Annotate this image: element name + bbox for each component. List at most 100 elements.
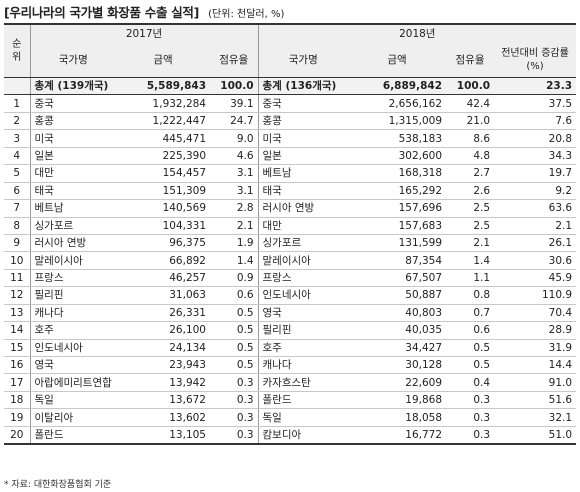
growth-cell: 32.1 <box>494 408 577 427</box>
amount-2018-cell: 157,683 <box>348 217 447 235</box>
share-2017-cell: 4.6 <box>210 147 259 166</box>
table-row: 14 호주 26,100 0.5 필리핀 40,035 0.6 28.9 <box>4 321 577 340</box>
rank-cell: 13 <box>4 304 31 323</box>
share-2017-cell: 24.7 <box>210 112 259 131</box>
share-2018-cell: 2.1 <box>446 234 495 253</box>
country-2017-cell: 영국 <box>30 356 116 375</box>
country-2017-cell: 중국 <box>30 94 116 113</box>
share-2017-cell: 9.0 <box>210 129 259 148</box>
share-2017-cell: 1.9 <box>210 234 259 253</box>
amount-2017-cell: 104,331 <box>116 217 210 235</box>
table-row: 11 프랑스 46,257 0.9 프랑스 67,507 1.1 45.9 <box>4 269 577 288</box>
amount-2018-cell: 157,696 <box>348 199 447 218</box>
country-2018-cell: 태국 <box>258 182 349 201</box>
country-2018-cell: 말레이시아 <box>258 251 349 270</box>
share-2018-cell: 0.3 <box>446 391 495 410</box>
amount-2017-cell: 151,309 <box>116 182 210 201</box>
amount-2018-cell: 19,868 <box>348 391 447 410</box>
rank-cell: 5 <box>4 164 31 183</box>
share-2017-cell: 3.1 <box>210 164 259 183</box>
growth-cell: 45.9 <box>494 269 577 288</box>
table-row: 16 영국 23,943 0.5 캐나다 30,128 0.5 14.4 <box>4 356 577 375</box>
amount-2018-cell: 131,599 <box>348 234 447 253</box>
country-2018-cell: 인도네시아 <box>258 286 349 305</box>
country-2017-cell: 대만 <box>30 164 116 183</box>
growth-cell: 7.6 <box>494 112 577 131</box>
table-row: 9 러시아 연방 96,375 1.9 싱가포르 131,599 2.1 26.1 <box>4 234 577 253</box>
amount-2018-cell: 18,058 <box>348 408 447 427</box>
rank-cell: 2 <box>4 112 31 131</box>
share-header-2018: 점유율 <box>446 43 495 78</box>
total-growth: 23.3 <box>494 77 577 96</box>
table-row: 6 태국 151,309 3.1 태국 165,292 2.6 9.2 <box>4 182 577 201</box>
amount-2017-cell: 445,471 <box>116 129 210 148</box>
amount-2017-cell: 1,222,447 <box>116 112 210 131</box>
rank-cell: 16 <box>4 356 31 375</box>
amount-2018-cell: 302,600 <box>348 147 447 166</box>
amount-2018-cell: 40,035 <box>348 321 447 340</box>
share-2018-cell: 42.4 <box>446 94 495 113</box>
table-row: 15 인도네시아 24,134 0.5 호주 34,427 0.5 31.9 <box>4 339 577 358</box>
rank-cell: 11 <box>4 269 31 288</box>
share-2018-cell: 4.8 <box>446 147 495 166</box>
rank-header: 순위 <box>4 23 31 78</box>
total-amount-2017: 5,589,843 <box>116 77 210 96</box>
amount-2018-cell: 538,183 <box>348 129 447 148</box>
share-2017-cell: 2.8 <box>210 199 259 218</box>
growth-cell: 26.1 <box>494 234 577 253</box>
share-2018-cell: 1.1 <box>446 269 495 288</box>
amount-2018-cell: 168,318 <box>348 164 447 183</box>
amount-2017-cell: 154,457 <box>116 164 210 183</box>
total-label-2017: 총계 (139개국) <box>30 77 116 96</box>
country-2017-cell: 베트남 <box>30 199 116 218</box>
share-2018-cell: 2.5 <box>446 217 495 235</box>
share-2017-cell: 0.9 <box>210 269 259 288</box>
country-2018-cell: 캐나다 <box>258 356 349 375</box>
amount-2018-cell: 22,609 <box>348 373 447 392</box>
share-2018-cell: 0.3 <box>446 408 495 427</box>
amount-2017-cell: 23,943 <box>116 356 210 375</box>
share-2017-cell: 2.1 <box>210 217 259 235</box>
growth-cell: 51.0 <box>494 426 577 446</box>
country-2017-cell: 아랍에미리트연합 <box>30 373 116 392</box>
share-2017-cell: 3.1 <box>210 182 259 201</box>
share-2017-cell: 0.6 <box>210 286 259 305</box>
share-2018-cell: 1.4 <box>446 251 495 270</box>
table-row: 10 말레이시아 66,892 1.4 말레이시아 87,354 1.4 30.6 <box>4 251 577 270</box>
rank-cell: 14 <box>4 321 31 340</box>
country-2018-cell: 러시아 연방 <box>258 199 349 218</box>
total-amount-2018: 6,889,842 <box>348 77 447 96</box>
year-2018-header: 2018년 <box>258 23 577 43</box>
amount-2017-cell: 96,375 <box>116 234 210 253</box>
share-2018-cell: 0.3 <box>446 426 495 446</box>
country-2018-cell: 독일 <box>258 408 349 427</box>
table-row: 13 캐나다 26,331 0.5 영국 40,803 0.7 70.4 <box>4 304 577 323</box>
rank-cell: 20 <box>4 426 31 446</box>
country-2018-cell: 카자흐스탄 <box>258 373 349 392</box>
amount-2017-cell: 31,063 <box>116 286 210 305</box>
amount-2017-cell: 13,942 <box>116 373 210 392</box>
amount-2018-cell: 30,128 <box>348 356 447 375</box>
amount-2018-cell: 50,887 <box>348 286 447 305</box>
growth-cell: 51.6 <box>494 391 577 410</box>
growth-cell: 19.7 <box>494 164 577 183</box>
table-row: 12 필리핀 31,063 0.6 인도네시아 50,887 0.8 110.9 <box>4 286 577 305</box>
export-table: 순위 2017년 2018년 국가명 금액 점유율 국가명 금액 점유율 전년대… <box>4 23 577 446</box>
country-2018-cell: 필리핀 <box>258 321 349 340</box>
year-header-row: 순위 2017년 2018년 <box>4 23 577 78</box>
table-row: 8 싱가포르 104,331 2.1 대만 157,683 2.5 2.1 <box>4 217 577 235</box>
rank-cell: 3 <box>4 129 31 148</box>
growth-cell: 110.9 <box>494 286 577 305</box>
growth-cell: 9.2 <box>494 182 577 201</box>
amount-2017-cell: 26,100 <box>116 321 210 340</box>
total-share-2018: 100.0 <box>446 77 495 96</box>
share-2018-cell: 0.4 <box>446 373 495 392</box>
growth-cell: 14.4 <box>494 356 577 375</box>
amount-2017-cell: 13,105 <box>116 426 210 446</box>
amount-2017-cell: 140,569 <box>116 199 210 218</box>
share-2017-cell: 0.3 <box>210 408 259 427</box>
country-2017-cell: 독일 <box>30 391 116 410</box>
growth-cell: 70.4 <box>494 304 577 323</box>
growth-cell: 2.1 <box>494 217 577 235</box>
growth-cell: 91.0 <box>494 373 577 392</box>
